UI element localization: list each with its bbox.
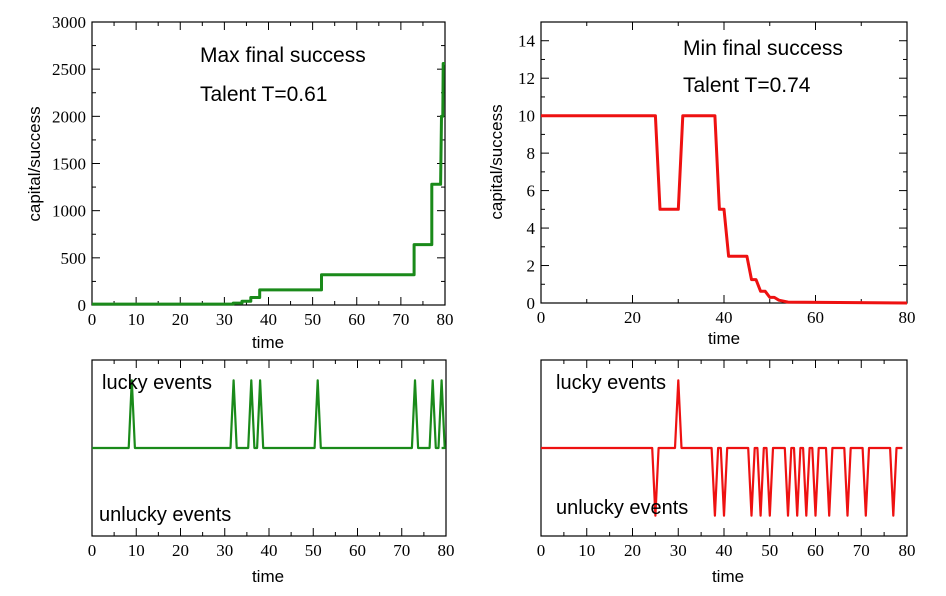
- x-tick-label: 10: [578, 541, 595, 560]
- chart-max-final-success: 0 10 20 30 40 50 60 70 80 0 500 1000 1500 2000 2500 30…: [25, 13, 454, 352]
- x-tick-label: 60: [349, 541, 366, 560]
- y-tick-label: 14: [518, 32, 536, 51]
- x-tick-labels: 0 10 20 30 40 50 60 70 80: [537, 541, 916, 560]
- series-lines: [541, 114, 908, 305]
- axis-ticks: [91, 360, 447, 536]
- y-tick-label: 2: [527, 257, 536, 276]
- x-tick-label: 20: [172, 310, 189, 329]
- x-tick-label: 70: [853, 541, 870, 560]
- annotation-lucky: lucky events: [102, 372, 212, 394]
- x-tick-label: 60: [348, 310, 365, 329]
- x-axis-title: time: [712, 567, 744, 586]
- x-tick-label: 60: [807, 308, 824, 327]
- x-tick-label: 20: [624, 541, 641, 560]
- x-tick-label: 0: [537, 541, 546, 560]
- x-tick-label: 50: [305, 541, 322, 560]
- x-tick-labels: 0 20 40 60 80: [537, 308, 916, 327]
- y-tick-labels: 0 500 1000 1500 2000 2500 3000: [52, 13, 86, 315]
- axis-ticks: [540, 360, 908, 536]
- x-tick-labels: 0 10 20 30 40 50 60 70 80: [88, 541, 455, 560]
- y-tick-label: 2000: [52, 107, 86, 126]
- y-tick-label: 12: [518, 69, 535, 88]
- annotation-talent: Talent T=0.74: [683, 74, 811, 97]
- chart-events-red: 0 10 20 30 40 50 60 70 80 time lucky events unlu…: [537, 359, 916, 586]
- y-tick-label: 3000: [52, 13, 86, 32]
- x-tick-label: 0: [88, 541, 97, 560]
- x-tick-label: 50: [761, 541, 778, 560]
- x-tick-label: 40: [261, 541, 278, 560]
- axis-ticks: [540, 22, 908, 304]
- x-tick-label: 80: [437, 310, 454, 329]
- x-tick-label: 80: [899, 541, 916, 560]
- x-axis-title: time: [708, 329, 740, 348]
- x-tick-label: 30: [216, 310, 233, 329]
- x-tick-label: 80: [899, 308, 916, 327]
- annotation-lucky: lucky events: [556, 372, 666, 394]
- y-tick-label: 1500: [52, 155, 86, 174]
- x-tick-label: 30: [670, 541, 687, 560]
- series-lines: [92, 379, 446, 450]
- y-tick-label: 500: [61, 249, 87, 268]
- x-tick-label: 40: [716, 308, 733, 327]
- y-tick-label: 10: [518, 107, 535, 126]
- y-tick-labels: 0 2 4 6 8 10 12 14: [518, 32, 536, 313]
- x-axis-title: time: [252, 567, 284, 586]
- series-line: [92, 62, 445, 306]
- y-axis-title: capital/success: [25, 106, 44, 221]
- y-tick-label: 1000: [52, 202, 86, 221]
- y-tick-label: 4: [527, 219, 536, 238]
- x-tick-label: 30: [216, 541, 233, 560]
- x-tick-label: 0: [537, 308, 546, 327]
- x-tick-label: 40: [716, 541, 733, 560]
- event-track-line: [541, 379, 903, 517]
- x-tick-label: 70: [392, 310, 409, 329]
- x-tick-label: 50: [304, 310, 321, 329]
- series-lines: [541, 379, 903, 517]
- chart-events-green: 0 10 20 30 40 50 60 70 80 time lucky events unlu…: [88, 359, 455, 586]
- annotation-unlucky: unlucky events: [556, 497, 688, 519]
- series-lines: [92, 62, 445, 306]
- chart-min-final-success: 0 20 40 60 80 0 2 4 6 8 10 12 14 time capital/succe…: [487, 21, 916, 348]
- x-tick-label: 10: [128, 541, 145, 560]
- y-axis-title: capital/success: [487, 104, 506, 219]
- annotation-talent: Talent T=0.61: [200, 83, 327, 106]
- x-tick-label: 10: [128, 310, 145, 329]
- annotation-unlucky: unlucky events: [99, 504, 231, 526]
- x-tick-label: 20: [624, 308, 641, 327]
- annotation-title: Min final success: [683, 37, 843, 60]
- event-track-line: [92, 379, 446, 450]
- x-tick-labels: 0 10 20 30 40 50 60 70 80: [88, 310, 454, 329]
- x-tick-label: 60: [807, 541, 824, 560]
- x-tick-label: 0: [88, 310, 97, 329]
- x-tick-label: 80: [438, 541, 455, 560]
- series-line: [541, 114, 908, 305]
- x-tick-label: 40: [260, 310, 277, 329]
- plot-frame: [540, 21, 908, 304]
- x-tick-label: 70: [393, 541, 410, 560]
- x-axis-title: time: [252, 333, 284, 352]
- y-tick-label: 0: [527, 294, 536, 313]
- y-tick-label: 0: [78, 296, 87, 315]
- x-tick-label: 20: [172, 541, 189, 560]
- y-tick-label: 8: [527, 144, 536, 163]
- y-tick-label: 2500: [52, 60, 86, 79]
- y-tick-label: 6: [527, 182, 536, 201]
- annotation-title: Max final success: [200, 44, 366, 67]
